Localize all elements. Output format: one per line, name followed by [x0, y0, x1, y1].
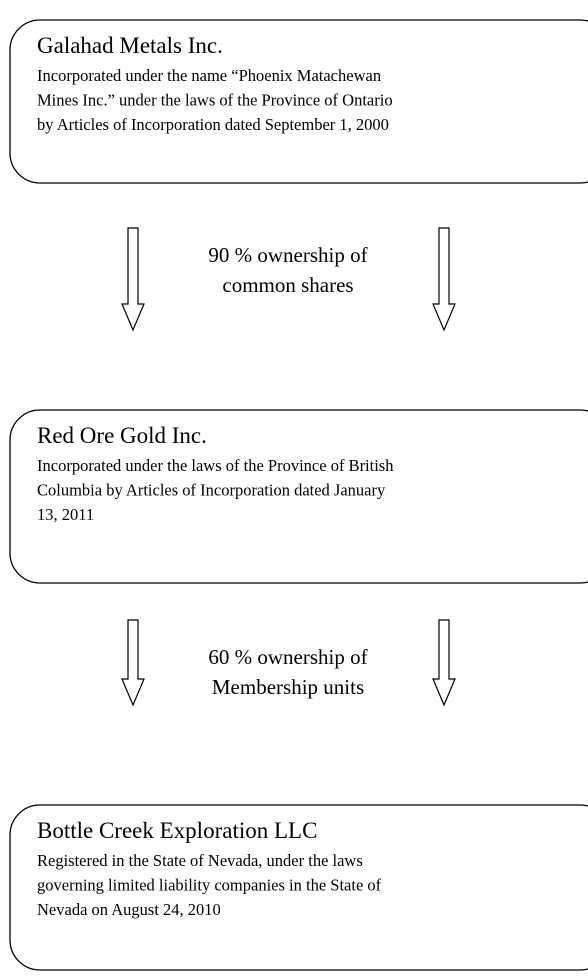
company-description: Nevada on August 24, 2010	[37, 900, 221, 919]
company-description: Mines Inc.” under the laws of the Provin…	[37, 91, 393, 110]
ownership-label: 60 % ownership of	[208, 645, 367, 669]
company-description: by Articles of Incorporation dated Septe…	[37, 115, 389, 134]
company-description: Incorporated under the laws of the Provi…	[37, 456, 394, 475]
company-box	[9, 409, 588, 584]
down-arrow	[121, 227, 145, 332]
company-description: 13, 2011	[37, 505, 94, 524]
down-arrow	[432, 619, 456, 707]
company-description: governing limited liability companies in…	[37, 876, 382, 895]
ownership-label: Membership units	[212, 675, 364, 699]
down-arrow	[121, 619, 145, 707]
company-description: Incorporated under the name “Phoenix Mat…	[37, 66, 381, 85]
ownership-label: 90 % ownership of	[208, 243, 367, 267]
down-arrow	[432, 227, 456, 332]
company-name: Red Ore Gold Inc.	[37, 423, 207, 448]
ownership-label: common shares	[222, 273, 353, 297]
company-description: Registered in the State of Nevada, under…	[37, 851, 363, 870]
company-box	[9, 19, 588, 184]
company-box	[9, 804, 588, 971]
company-name: Bottle Creek Exploration LLC	[37, 818, 317, 843]
company-name: Galahad Metals Inc.	[37, 33, 223, 58]
company-description: Columbia by Articles of Incorporation da…	[37, 481, 386, 500]
